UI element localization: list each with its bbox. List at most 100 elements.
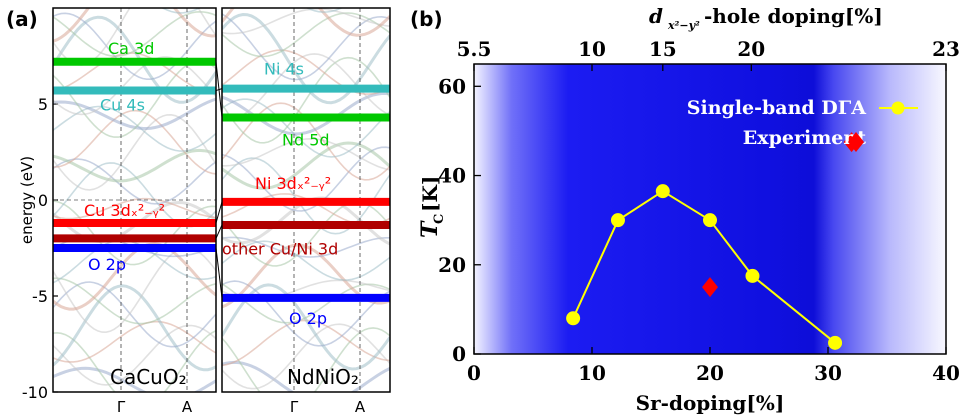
- level-label: Cu 4s: [100, 96, 145, 115]
- panel-b-axes: 0 10 20 30 40 0 20 40 60 5.5 10 15 20 23: [438, 37, 960, 385]
- top-tick-label: 10: [578, 37, 606, 61]
- band-line: [222, 141, 390, 190]
- panel-a-yticks: -10 -5 0 5: [22, 95, 58, 402]
- band-line: [222, 327, 390, 392]
- level-label: O 2p: [88, 255, 126, 274]
- panel-a-label: (a): [6, 7, 38, 31]
- band-line: [53, 8, 216, 43]
- level-label: Ca 3d: [108, 39, 154, 58]
- cacuo2-bands: [53, 8, 216, 392]
- compound-ndnio2: NdNiO₂: [287, 365, 359, 389]
- level-label: Nd 5d: [282, 130, 330, 149]
- ytick-label: 40: [438, 164, 466, 188]
- top-tick-label: 23: [932, 37, 960, 61]
- band-line: [53, 148, 216, 183]
- legend-experiment-marker: [848, 132, 864, 152]
- top-xlabel-sub: x²−y²: [667, 19, 700, 32]
- band-line: [222, 360, 390, 392]
- band-line: [222, 137, 390, 171]
- band-line: [53, 105, 216, 152]
- band-line: [222, 280, 390, 347]
- level-connector: [215, 247, 223, 298]
- xtick-label: 10: [578, 361, 606, 385]
- band-line: [222, 283, 390, 324]
- experiment-point: [702, 277, 718, 298]
- kpoint-gamma-1: Γ: [117, 398, 126, 416]
- band-line: [53, 324, 216, 386]
- level-connector: [215, 201, 223, 224]
- level-label: Ni 4s: [264, 60, 304, 79]
- band-line: [53, 10, 216, 58]
- panel-b-label: (b): [410, 7, 443, 31]
- dga-point: [566, 311, 581, 326]
- band-line: [53, 109, 216, 175]
- band-line: [222, 8, 390, 37]
- dga-point: [703, 213, 717, 228]
- ylabel-tc: T C [K]: [417, 176, 447, 238]
- band-line: [222, 49, 390, 95]
- band-line: [53, 113, 216, 191]
- kpoint-gamma-2: Γ: [290, 398, 299, 416]
- band-line: [222, 323, 390, 390]
- ytick-label: -10: [22, 383, 48, 402]
- band-line: [53, 284, 216, 372]
- band-line: [53, 97, 216, 131]
- band-line: [222, 12, 390, 58]
- compound-cacuo2: CaCuO₂: [110, 365, 187, 389]
- dga-point: [828, 335, 843, 350]
- legend: Single-band DΓA Experiment: [687, 97, 918, 152]
- svg-text:C: C: [432, 214, 447, 224]
- band-line: [222, 240, 390, 281]
- dga-point: [610, 213, 625, 228]
- ndnio2-frame: [221, 7, 391, 393]
- ytick-label: -5: [32, 287, 48, 306]
- band-line: [161, 8, 202, 14]
- level-label: Cu 3dₓ²₋ᵧ²: [84, 201, 165, 220]
- top-tick-label: 5.5: [457, 37, 492, 61]
- xtick-label: 20: [696, 361, 724, 385]
- band-line: [53, 158, 216, 205]
- xtick-label: 40: [932, 361, 960, 385]
- ytick-label: 0: [452, 342, 466, 366]
- ndnio2-bands: [222, 8, 390, 392]
- cacuo2-frame: [52, 7, 217, 393]
- dga-point: [745, 268, 760, 283]
- level-label: Ni 3dₓ²₋ᵧ²: [255, 174, 331, 193]
- band-line: [53, 366, 216, 392]
- level-connector: [215, 224, 223, 239]
- kpoint-a-1: A: [182, 398, 193, 416]
- kpoint-a-2: A: [355, 398, 366, 416]
- top-xlabel-rest: -hole doping[%]: [704, 4, 883, 28]
- legend-experiment-label: Experiment: [743, 127, 866, 149]
- xtick-label: 0: [467, 361, 481, 385]
- plot-background: [474, 64, 946, 354]
- band-line: [53, 200, 216, 266]
- band-line: [53, 197, 216, 220]
- ytick-label: 5: [38, 95, 48, 114]
- band-line: [53, 239, 216, 284]
- top-tick-label: 15: [649, 37, 677, 61]
- band-line: [222, 92, 390, 136]
- band-line: [222, 8, 390, 35]
- panel-a: (a) energy (eV) -10 -5 0 5 Ca 3d Cu 4s Cu 3dₓ…: [6, 7, 391, 416]
- band-line: [222, 56, 390, 144]
- svg-text:T: T: [417, 220, 443, 238]
- ytick-label: 0: [38, 191, 48, 210]
- ytick-label: 20: [438, 253, 466, 277]
- dga-point: [655, 184, 670, 199]
- band-line: [53, 277, 216, 325]
- band-line: [222, 98, 390, 158]
- legend-dga-label: Single-band DΓA: [687, 97, 867, 119]
- band-line: [53, 329, 216, 392]
- ytick-label: 60: [438, 74, 466, 98]
- bottom-xlabel: Sr-doping[%]: [636, 391, 785, 415]
- panel-a-ylabel: energy (eV): [18, 156, 36, 244]
- band-line: [222, 13, 390, 81]
- band-line: [53, 281, 216, 348]
- legend-dga-marker: [891, 101, 905, 115]
- level-label: other Cu/Ni 3d: [222, 239, 338, 258]
- band-line: [53, 242, 216, 311]
- level-connector: [215, 88, 223, 92]
